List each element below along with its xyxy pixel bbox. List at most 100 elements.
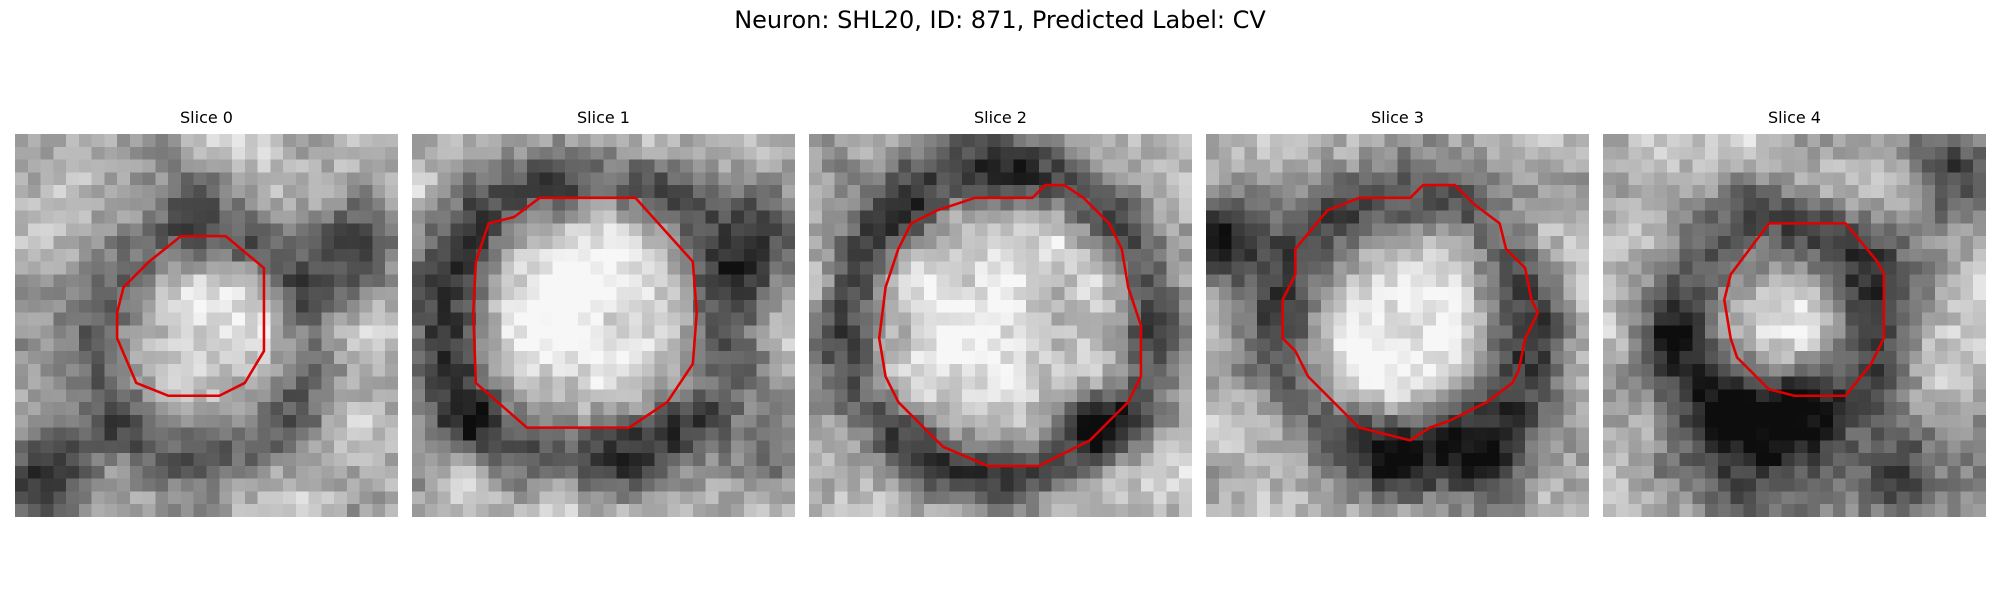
pixel-cell [463, 134, 477, 148]
pixel-cell [1320, 172, 1334, 186]
pixel-cell [1820, 363, 1834, 377]
pixel-cell [1140, 325, 1154, 339]
pixel-cell [308, 287, 322, 301]
pixel-cell [834, 325, 848, 339]
pixel-cell [104, 491, 118, 505]
pixel-cell [1166, 210, 1180, 224]
pixel-cell [1038, 236, 1052, 250]
pixel-cell [78, 478, 92, 492]
pixel-cell [117, 504, 131, 517]
pixel-cell [756, 261, 770, 275]
pixel-cell [1179, 491, 1192, 505]
pixel-cell [539, 376, 553, 390]
pixel-cell [1871, 210, 1885, 224]
pixel-cell [219, 185, 233, 199]
pixel-cell [244, 402, 258, 416]
pixel-cell [1603, 504, 1617, 517]
pixel-cell [756, 351, 770, 365]
pixel-cell [66, 440, 80, 454]
pixel-cell [155, 299, 169, 313]
pixel-cell [1820, 351, 1834, 365]
pixel-cell [872, 223, 886, 237]
pixel-cell [565, 414, 579, 428]
pixel-cell [526, 402, 540, 416]
pixel-cell [1730, 299, 1744, 313]
pixel-cell [987, 363, 1001, 377]
pixel-cell [463, 465, 477, 479]
pixel-cell [1269, 185, 1283, 199]
pixel-cell [66, 210, 80, 224]
pixel-cell [1397, 159, 1411, 173]
pixel-cell [1218, 134, 1232, 148]
pixel-cell [809, 440, 823, 454]
pixel-cell [1705, 427, 1719, 441]
pixel-cell [526, 223, 540, 237]
pixel-cell [359, 351, 373, 365]
pixel-cell [834, 504, 848, 517]
pixel-cell [308, 172, 322, 186]
pixel-cell [847, 414, 861, 428]
pixel-cell [667, 172, 681, 186]
pixel-cell [705, 465, 719, 479]
segmentation-contour [472, 196, 698, 429]
pixel-cell [654, 504, 668, 517]
pixel-cell [1654, 146, 1668, 160]
pixel-cell [743, 414, 757, 428]
pixel-cell [1820, 134, 1834, 148]
pixel-cell [1218, 504, 1232, 517]
pixel-cell [463, 197, 477, 211]
pixel-cell [514, 312, 528, 326]
pixel-cell [1820, 236, 1834, 250]
pixel-cell [1435, 223, 1449, 237]
pixel-cell [1909, 223, 1923, 237]
pixel-cell [91, 248, 105, 262]
pixel-cell [1486, 299, 1500, 313]
pixel-cell [450, 210, 464, 224]
pixel-cell [1115, 159, 1129, 173]
pixel-cell [743, 440, 757, 454]
pixel-cell [270, 146, 284, 160]
pixel-cell [616, 197, 630, 211]
pixel-cell [782, 312, 795, 326]
pixel-cell [129, 504, 143, 517]
pixel-cell [1064, 159, 1078, 173]
pixel-cell [641, 363, 655, 377]
pixel-cell [1730, 453, 1744, 467]
pixel-cell [1359, 312, 1373, 326]
pixel-cell [1346, 478, 1360, 492]
pixel-cell [1244, 287, 1258, 301]
pixel-cell [616, 402, 630, 416]
pixel-cell [616, 478, 630, 492]
pixel-cell [1960, 465, 1974, 479]
pixel-cell [78, 185, 92, 199]
pixel-cell [1628, 312, 1642, 326]
pixel-cell [1512, 465, 1526, 479]
pixel-cell [1102, 376, 1116, 390]
pixel-cell [1641, 223, 1655, 237]
pixel-cell [1692, 389, 1706, 403]
pixel-cell [987, 197, 1001, 211]
pixel-cell [412, 197, 426, 211]
pixel-cell [603, 414, 617, 428]
pixel-cell [1871, 363, 1885, 377]
pixel-cell [756, 427, 770, 441]
pixel-cell [424, 299, 438, 313]
pixel-cell [1615, 427, 1629, 441]
pixel-cell [860, 325, 874, 339]
pixel-cell [872, 261, 886, 275]
pixel-cell [142, 134, 156, 148]
pixel-cell [1013, 465, 1027, 479]
pixel-cell [1166, 389, 1180, 403]
pixel-cell [629, 478, 643, 492]
pixel-cell [782, 134, 795, 148]
pixel-cell [1435, 287, 1449, 301]
pixel-cell [1909, 210, 1923, 224]
pixel-cell [1077, 414, 1091, 428]
pixel-cell [1448, 453, 1462, 467]
pixel-cell [193, 312, 207, 326]
pixel-cell [860, 210, 874, 224]
pixel-cell [1359, 236, 1373, 250]
pixel-cell [1576, 414, 1589, 428]
pixel-cell [847, 210, 861, 224]
pixel-cell [15, 491, 29, 505]
